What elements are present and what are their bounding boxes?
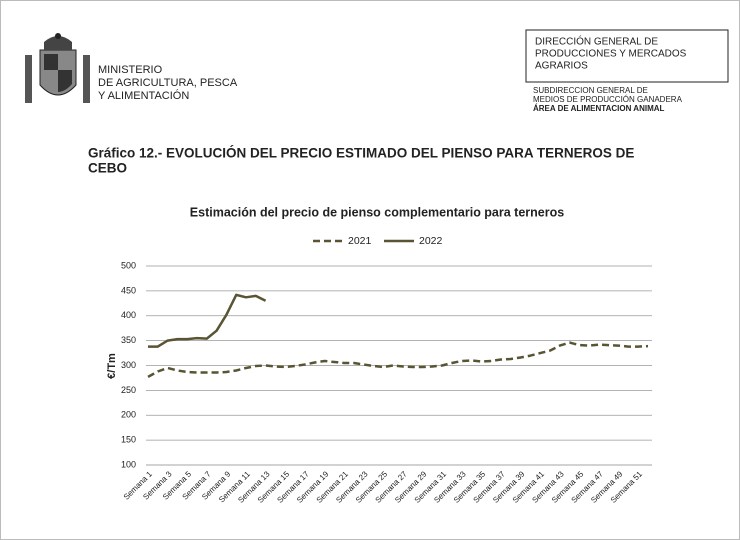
ministry-line: MINISTERIO <box>98 64 163 76</box>
subdirectorate-line: MEDIOS DE PRODUCCIÓN GANADERA <box>533 95 683 104</box>
chart-title: Estimación del precio de pienso compleme… <box>190 205 564 219</box>
subdirectorate-line: SUBDIRECCION GENERAL DE <box>533 86 648 95</box>
document-title: Gráfico 12.- EVOLUCIÓN DEL PRECIO ESTIMA… <box>88 146 634 161</box>
subdirectorate-line: ÁREA DE ALIMENTACION ANIMAL <box>533 104 665 113</box>
series-line <box>147 341 649 378</box>
y-tick-label: 300 <box>121 360 136 370</box>
y-tick-label: 250 <box>121 385 136 395</box>
ministry-line: Y ALIMENTACIÓN <box>98 89 189 102</box>
y-tick-label: 100 <box>121 459 136 469</box>
series-line <box>148 293 267 348</box>
y-axis-label: €/Tm <box>106 353 118 379</box>
y-tick-label: 350 <box>121 335 136 345</box>
directorate-line: PRODUCCIONES Y MERCADOS <box>535 49 687 60</box>
document-title: CEBO <box>88 161 127 176</box>
directorate-line: AGRARIOS <box>535 61 588 72</box>
y-tick-label: 500 <box>121 260 136 270</box>
directorate-box <box>525 29 729 83</box>
y-tick-label: 400 <box>121 310 136 320</box>
y-tick-label: 150 <box>121 435 136 445</box>
y-tick-label: 450 <box>121 285 136 295</box>
y-tick-label: 200 <box>121 410 136 420</box>
coat-of-arms <box>25 33 90 103</box>
legend-label: 2022 <box>419 235 443 247</box>
legend-label: 2021 <box>348 235 372 247</box>
directorate-line: DIRECCIÓN GENERAL DE <box>535 35 658 48</box>
ministry-line: DE AGRICULTURA, PESCA <box>98 77 238 89</box>
